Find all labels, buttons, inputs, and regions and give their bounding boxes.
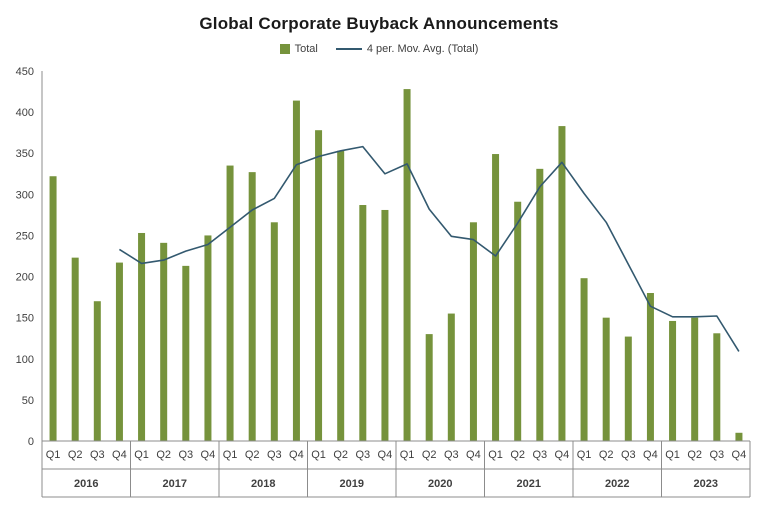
bar-2022-Q2	[602, 317, 610, 441]
quarter-label: Q3	[532, 449, 547, 461]
legend-item-moving-average: 4 per. Mov. Avg. (Total)	[335, 43, 479, 55]
quarter-label: Q2	[333, 449, 348, 461]
quarter-label: Q1	[665, 449, 680, 461]
quarter-label: Q3	[267, 449, 282, 461]
bar-2018-Q3	[270, 222, 278, 441]
bar-2018-Q1	[226, 165, 234, 441]
quarter-label: Q4	[112, 449, 127, 461]
bar-2016-Q3	[93, 301, 101, 441]
quarter-label: Q3	[355, 449, 370, 461]
bar-2020-Q3	[447, 313, 455, 441]
y-tick-label: 150	[16, 313, 34, 325]
moving-average-swatch-icon	[335, 48, 362, 50]
quarter-label: Q3	[621, 449, 636, 461]
year-label: 2023	[694, 478, 718, 490]
bar-2016-Q2	[71, 257, 79, 441]
bar-2017-Q3	[182, 265, 190, 441]
y-tick-label: 350	[16, 148, 34, 160]
y-tick-label: 300	[16, 189, 34, 201]
bar-2021-Q4	[558, 126, 566, 441]
bar-2022-Q1	[580, 278, 588, 441]
chart-legend: Total 4 per. Mov. Avg. (Total)	[0, 43, 758, 55]
y-tick-label: 100	[16, 354, 34, 366]
y-tick-label: 200	[16, 272, 34, 284]
quarter-label: Q1	[400, 449, 415, 461]
quarter-label: Q1	[223, 449, 238, 461]
y-tick-label: 250	[16, 230, 34, 242]
quarter-label: Q1	[488, 449, 503, 461]
legend-label-total: Total	[294, 43, 318, 55]
total-series-swatch-icon	[279, 44, 290, 54]
quarter-label: Q1	[134, 449, 149, 461]
quarter-label: Q1	[311, 449, 326, 461]
bar-2021-Q2	[514, 201, 522, 441]
year-label: 2021	[517, 478, 541, 490]
chart-canvas: 0 50 100 150 200 250 300 350 400 450 Q1 Q2 Q3 Q4 Q1 Q2 Q…	[16, 66, 751, 498]
quarter-label: Q4	[201, 449, 216, 461]
y-tick-label: 450	[16, 66, 34, 78]
bar-2019-Q4	[381, 209, 389, 441]
quarter-label: Q1	[46, 449, 61, 461]
quarter-label: Q2	[245, 449, 260, 461]
quarter-label: Q2	[687, 449, 702, 461]
bar-2019-Q2	[337, 150, 345, 441]
y-tick-label: 50	[22, 395, 34, 407]
bar-2017-Q2	[160, 242, 168, 441]
bar-2017-Q1	[138, 232, 146, 441]
y-tick-label: 400	[16, 107, 34, 119]
year-label: 2020	[428, 478, 452, 490]
quarter-label: Q4	[466, 449, 481, 461]
quarter-label: Q1	[577, 449, 592, 461]
quarter-label: Q4	[643, 449, 658, 461]
bar-2018-Q2	[248, 172, 256, 441]
year-label: 2017	[163, 478, 187, 490]
bar-2022-Q3	[624, 336, 632, 441]
bar-2020-Q2	[425, 334, 433, 441]
quarter-label: Q3	[178, 449, 193, 461]
quarter-label: Q4	[555, 449, 570, 461]
y-tick-label: 0	[28, 436, 34, 448]
quarter-label: Q3	[90, 449, 105, 461]
bar-2016-Q4	[115, 262, 123, 441]
bar-2022-Q4	[646, 293, 654, 441]
bar-2019-Q3	[359, 205, 367, 441]
quarter-label: Q2	[510, 449, 525, 461]
bar-2018-Q4	[292, 100, 300, 441]
year-label: 2016	[74, 478, 98, 490]
bar-2023-Q3	[713, 333, 721, 441]
bar-2021-Q3	[536, 168, 544, 441]
chart-title: Global Corporate Buyback Announcements	[199, 14, 559, 33]
bar-2021-Q1	[492, 154, 500, 441]
legend-label-moving-average: 4 per. Mov. Avg. (Total)	[366, 43, 479, 55]
bar-2020-Q4	[469, 222, 477, 441]
bar-2020-Q1	[403, 89, 411, 441]
year-label: 2022	[605, 478, 629, 490]
moving-average-line	[118, 145, 740, 352]
quarter-label: Q2	[422, 449, 437, 461]
legend-item-total: Total	[279, 43, 318, 55]
quarter-label: Q3	[444, 449, 459, 461]
bar-2017-Q4	[204, 235, 212, 441]
quarter-label: Q4	[378, 449, 393, 461]
quarter-label: Q2	[156, 449, 171, 461]
year-label: 2018	[251, 478, 275, 490]
year-label: 2019	[340, 478, 364, 490]
bar-2019-Q1	[315, 130, 323, 441]
quarter-label: Q4	[289, 449, 304, 461]
quarter-label: Q4	[732, 449, 747, 461]
bar-2023-Q2	[691, 317, 699, 441]
bar-2023-Q4	[735, 432, 743, 441]
bar-2016-Q1	[49, 176, 57, 441]
quarter-label: Q2	[68, 449, 83, 461]
quarter-label: Q2	[599, 449, 614, 461]
bar-2023-Q1	[669, 320, 677, 441]
quarter-label: Q3	[709, 449, 724, 461]
